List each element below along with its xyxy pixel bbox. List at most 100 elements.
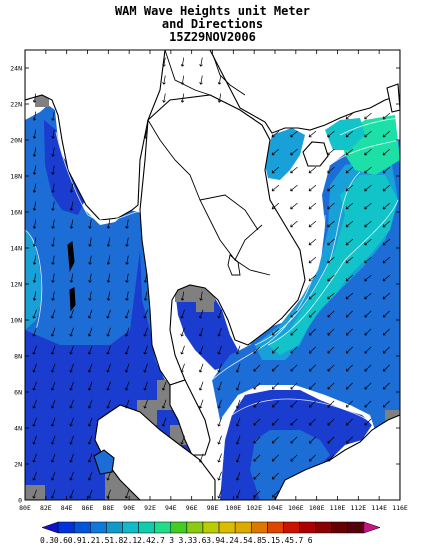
lat-tick-label: 10N: [10, 317, 22, 325]
lat-tick-label: 12N: [10, 281, 22, 289]
wave-arrow: [290, 130, 298, 138]
colorbar-swatch: [218, 521, 236, 534]
map-title-line1: WAM Wave Heights unit Meter: [114, 4, 311, 18]
wave-arrow: [271, 130, 280, 138]
wave-arrow: [106, 309, 111, 319]
wave-arrow: [180, 93, 185, 103]
wave-arrow: [364, 364, 372, 372]
wave-arrow: [308, 418, 316, 426]
wave-arrow: [364, 382, 372, 390]
wave-arrow: [253, 472, 261, 480]
wave-arrow: [290, 328, 298, 336]
wave-arrow: [143, 363, 148, 373]
lon-tick-label: 106E: [288, 504, 304, 512]
colorbar-swatch: [170, 521, 188, 534]
wave-arrow: [180, 309, 185, 319]
wave-arrow: [125, 273, 129, 283]
wave-arrow: [382, 202, 391, 210]
wave-arrow: [162, 75, 166, 85]
wave-arrow: [382, 292, 391, 300]
wave-arrow: [32, 471, 37, 481]
wave-arrow: [198, 381, 204, 391]
land-nicobar-islands: [69, 287, 76, 312]
wave-arrow: [50, 309, 56, 319]
wave-arrow: [32, 345, 37, 355]
wave-arrow: [345, 382, 353, 390]
wave-arrow: [382, 382, 390, 390]
colorbar-swatch: [299, 521, 316, 534]
wave-arrow: [106, 345, 111, 355]
wave-contours: [25, 117, 400, 466]
colorbar: [41, 521, 381, 534]
lat-tick-label: 6N: [14, 389, 22, 397]
wave-arrow: [198, 399, 204, 409]
wave-arrow: [217, 471, 222, 481]
wave-arrow: [271, 328, 279, 336]
colorbar-swatch: [90, 521, 107, 534]
lon-tick-label: 86E: [82, 504, 94, 512]
colorbar-swatch: [267, 521, 284, 534]
wave-arrow: [271, 184, 280, 192]
wave-arrow: [32, 381, 37, 391]
lat-tick-label: 22N: [10, 101, 22, 109]
wave-arrow: [345, 328, 353, 336]
wave-arrow: [217, 417, 222, 427]
wave-arrow: [51, 273, 55, 283]
land-mass: [25, 50, 400, 500]
wave-arrow: [50, 453, 56, 463]
colorbar-swatch: [250, 521, 268, 534]
wave-arrow: [217, 399, 222, 409]
lat-tick-label: 24N: [10, 65, 22, 73]
lon-tick-label: 84E: [61, 504, 73, 512]
wave-arrow: [32, 273, 37, 283]
wave-field-taiwan-teal: [325, 118, 365, 150]
wave-arrow: [364, 274, 372, 282]
wave-arrow: [308, 256, 317, 264]
wave-arrow: [235, 453, 241, 463]
wave-arrow: [124, 399, 130, 409]
wave-arrow: [32, 417, 37, 427]
wave-arrow: [364, 202, 372, 210]
wave-arrow: [51, 129, 55, 139]
wave-arrow: [271, 166, 280, 174]
wave-arrow: [253, 400, 261, 408]
map-panel: [25, 50, 400, 500]
wave-arrow: [50, 399, 56, 409]
colorbar-swatch: [315, 521, 332, 534]
wave-arrow: [327, 238, 335, 246]
wave-arrow: [364, 256, 372, 264]
latitude-tick-labels: 0 2N 4N 6N 8N 10N 12N 14N 16N 18N 20N 22N 24N: [10, 65, 22, 505]
wave-arrow: [327, 274, 335, 282]
wave-arrow: [32, 237, 37, 247]
wave-arrow: [87, 489, 93, 499]
wave-arrow: [88, 237, 92, 247]
wave-arrow: [180, 327, 185, 337]
wave-arrow: [345, 346, 353, 354]
wave-arrow: [308, 202, 317, 210]
colorbar-swatch: [154, 521, 172, 534]
wave-arrow: [198, 345, 204, 355]
wave-arrow: [327, 400, 335, 408]
wave-arrow: [364, 238, 372, 246]
wave-arrow: [69, 201, 74, 211]
wave-arrow: [51, 111, 55, 121]
wave-arrow: [217, 489, 222, 499]
wave-arrow: [125, 219, 129, 229]
wave-arrow: [32, 453, 37, 463]
land-andaman-islands: [67, 240, 75, 273]
wave-arrow: [345, 256, 354, 264]
wave-arrow: [290, 364, 298, 372]
wave-arrow: [382, 310, 390, 318]
wave-arrow: [327, 382, 335, 390]
lon-tick-label: 82E: [40, 504, 52, 512]
wave-field-java-sea: [250, 430, 330, 500]
lon-tick-label: 80E: [19, 504, 31, 512]
lon-tick-label: 100E: [226, 504, 242, 512]
wave-arrow: [106, 381, 111, 391]
wave-arrow: [32, 129, 37, 139]
wave-arrow: [327, 130, 335, 138]
colorbar-swatch: [41, 521, 59, 534]
wave-arrow: [180, 75, 185, 85]
wave-arrow: [345, 400, 353, 408]
land-malay-peninsula: [169, 379, 211, 456]
